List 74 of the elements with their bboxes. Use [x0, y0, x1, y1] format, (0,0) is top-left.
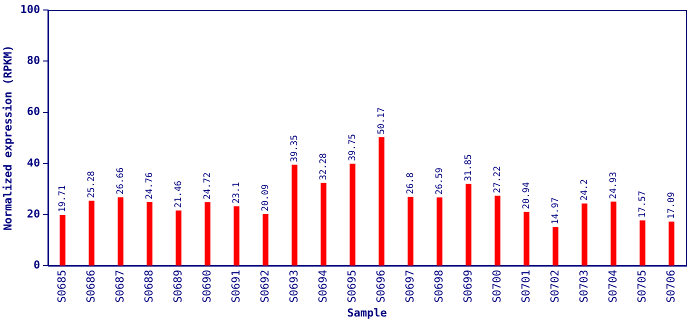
bar: [524, 212, 530, 266]
bar: [582, 203, 588, 266]
bar: [668, 222, 674, 266]
bar: [60, 214, 66, 266]
data-label: 17.57: [638, 190, 648, 218]
bar: [610, 202, 616, 266]
data-label: 39.75: [348, 134, 358, 162]
data-label: 26.66: [116, 167, 126, 195]
data-label: 24.76: [144, 172, 155, 200]
y-tick-label: 20: [26, 207, 40, 220]
bar: [262, 214, 268, 266]
x-tick-label: S0687: [113, 270, 126, 303]
bar: [204, 202, 210, 266]
bar: [408, 196, 414, 266]
bar: [466, 184, 472, 266]
data-label: 26.8: [406, 172, 416, 194]
x-tick-label: S0700: [490, 270, 504, 303]
bar: [176, 210, 182, 266]
x-tick-label: S0693: [287, 270, 300, 303]
bar: [378, 137, 384, 266]
x-tick-label: S0698: [432, 270, 446, 303]
bar: [552, 227, 558, 266]
x-tick-label: S0702: [548, 270, 562, 303]
data-label: 39.35: [290, 134, 300, 162]
data-label: 19.71: [58, 185, 68, 212]
x-tick-label: S0706: [664, 270, 678, 303]
data-label: 25.28: [86, 170, 97, 198]
bar: [292, 164, 298, 266]
y-tick-label: 40: [26, 156, 40, 170]
data-label: 24.2: [580, 179, 590, 201]
data-label: 24.93: [608, 172, 619, 199]
bar: [350, 164, 356, 266]
data-label: 26.59: [434, 168, 445, 195]
x-tick-label: S0697: [403, 270, 416, 303]
x-axis-title: Sample: [347, 306, 388, 320]
x-tick-label: S0703: [577, 270, 590, 303]
data-label: 14.97: [550, 197, 561, 224]
bar: [88, 200, 94, 266]
x-tick-label: S0699: [461, 270, 474, 303]
bar: [320, 182, 326, 266]
y-tick-label: 80: [26, 54, 40, 67]
y-axis-title: Normalized expression (RPKM): [1, 45, 14, 231]
x-tick-label: S0689: [171, 270, 184, 303]
bar: [234, 206, 240, 266]
bar: [436, 197, 442, 266]
x-tick-label: S0705: [635, 270, 648, 303]
x-tick-label: S0701: [519, 270, 532, 303]
x-tick-label: S0691: [229, 270, 242, 303]
x-tick-label: S0686: [84, 270, 98, 303]
x-tick-label: S0695: [345, 270, 358, 303]
data-label: 21.46: [174, 180, 184, 208]
bar: [118, 197, 124, 266]
x-tick-label: S0704: [606, 269, 620, 303]
x-tick-label: S0694: [316, 269, 330, 303]
data-label: 31.85: [464, 154, 474, 182]
x-tick-label: S0685: [55, 270, 68, 303]
data-label: 50.17: [376, 107, 387, 134]
data-label: 20.94: [522, 182, 532, 210]
x-tick-label: S0688: [142, 270, 156, 303]
data-label: 27.22: [492, 166, 503, 194]
bar: [146, 202, 152, 266]
bar: [494, 196, 500, 266]
data-label: 23.1: [232, 182, 242, 204]
x-tick-label: S0692: [258, 270, 272, 303]
y-tick-label: 60: [26, 105, 40, 118]
data-label: 20.09: [260, 184, 271, 212]
x-tick-label: S0696: [374, 270, 388, 303]
y-tick-label: 0: [33, 258, 40, 272]
data-label: 32.28: [318, 153, 329, 180]
bar: [640, 220, 646, 266]
data-label: 24.72: [202, 172, 213, 200]
y-tick-label: 100: [20, 2, 40, 16]
x-tick-label: S0690: [200, 270, 214, 303]
data-label: 17.09: [666, 192, 677, 219]
